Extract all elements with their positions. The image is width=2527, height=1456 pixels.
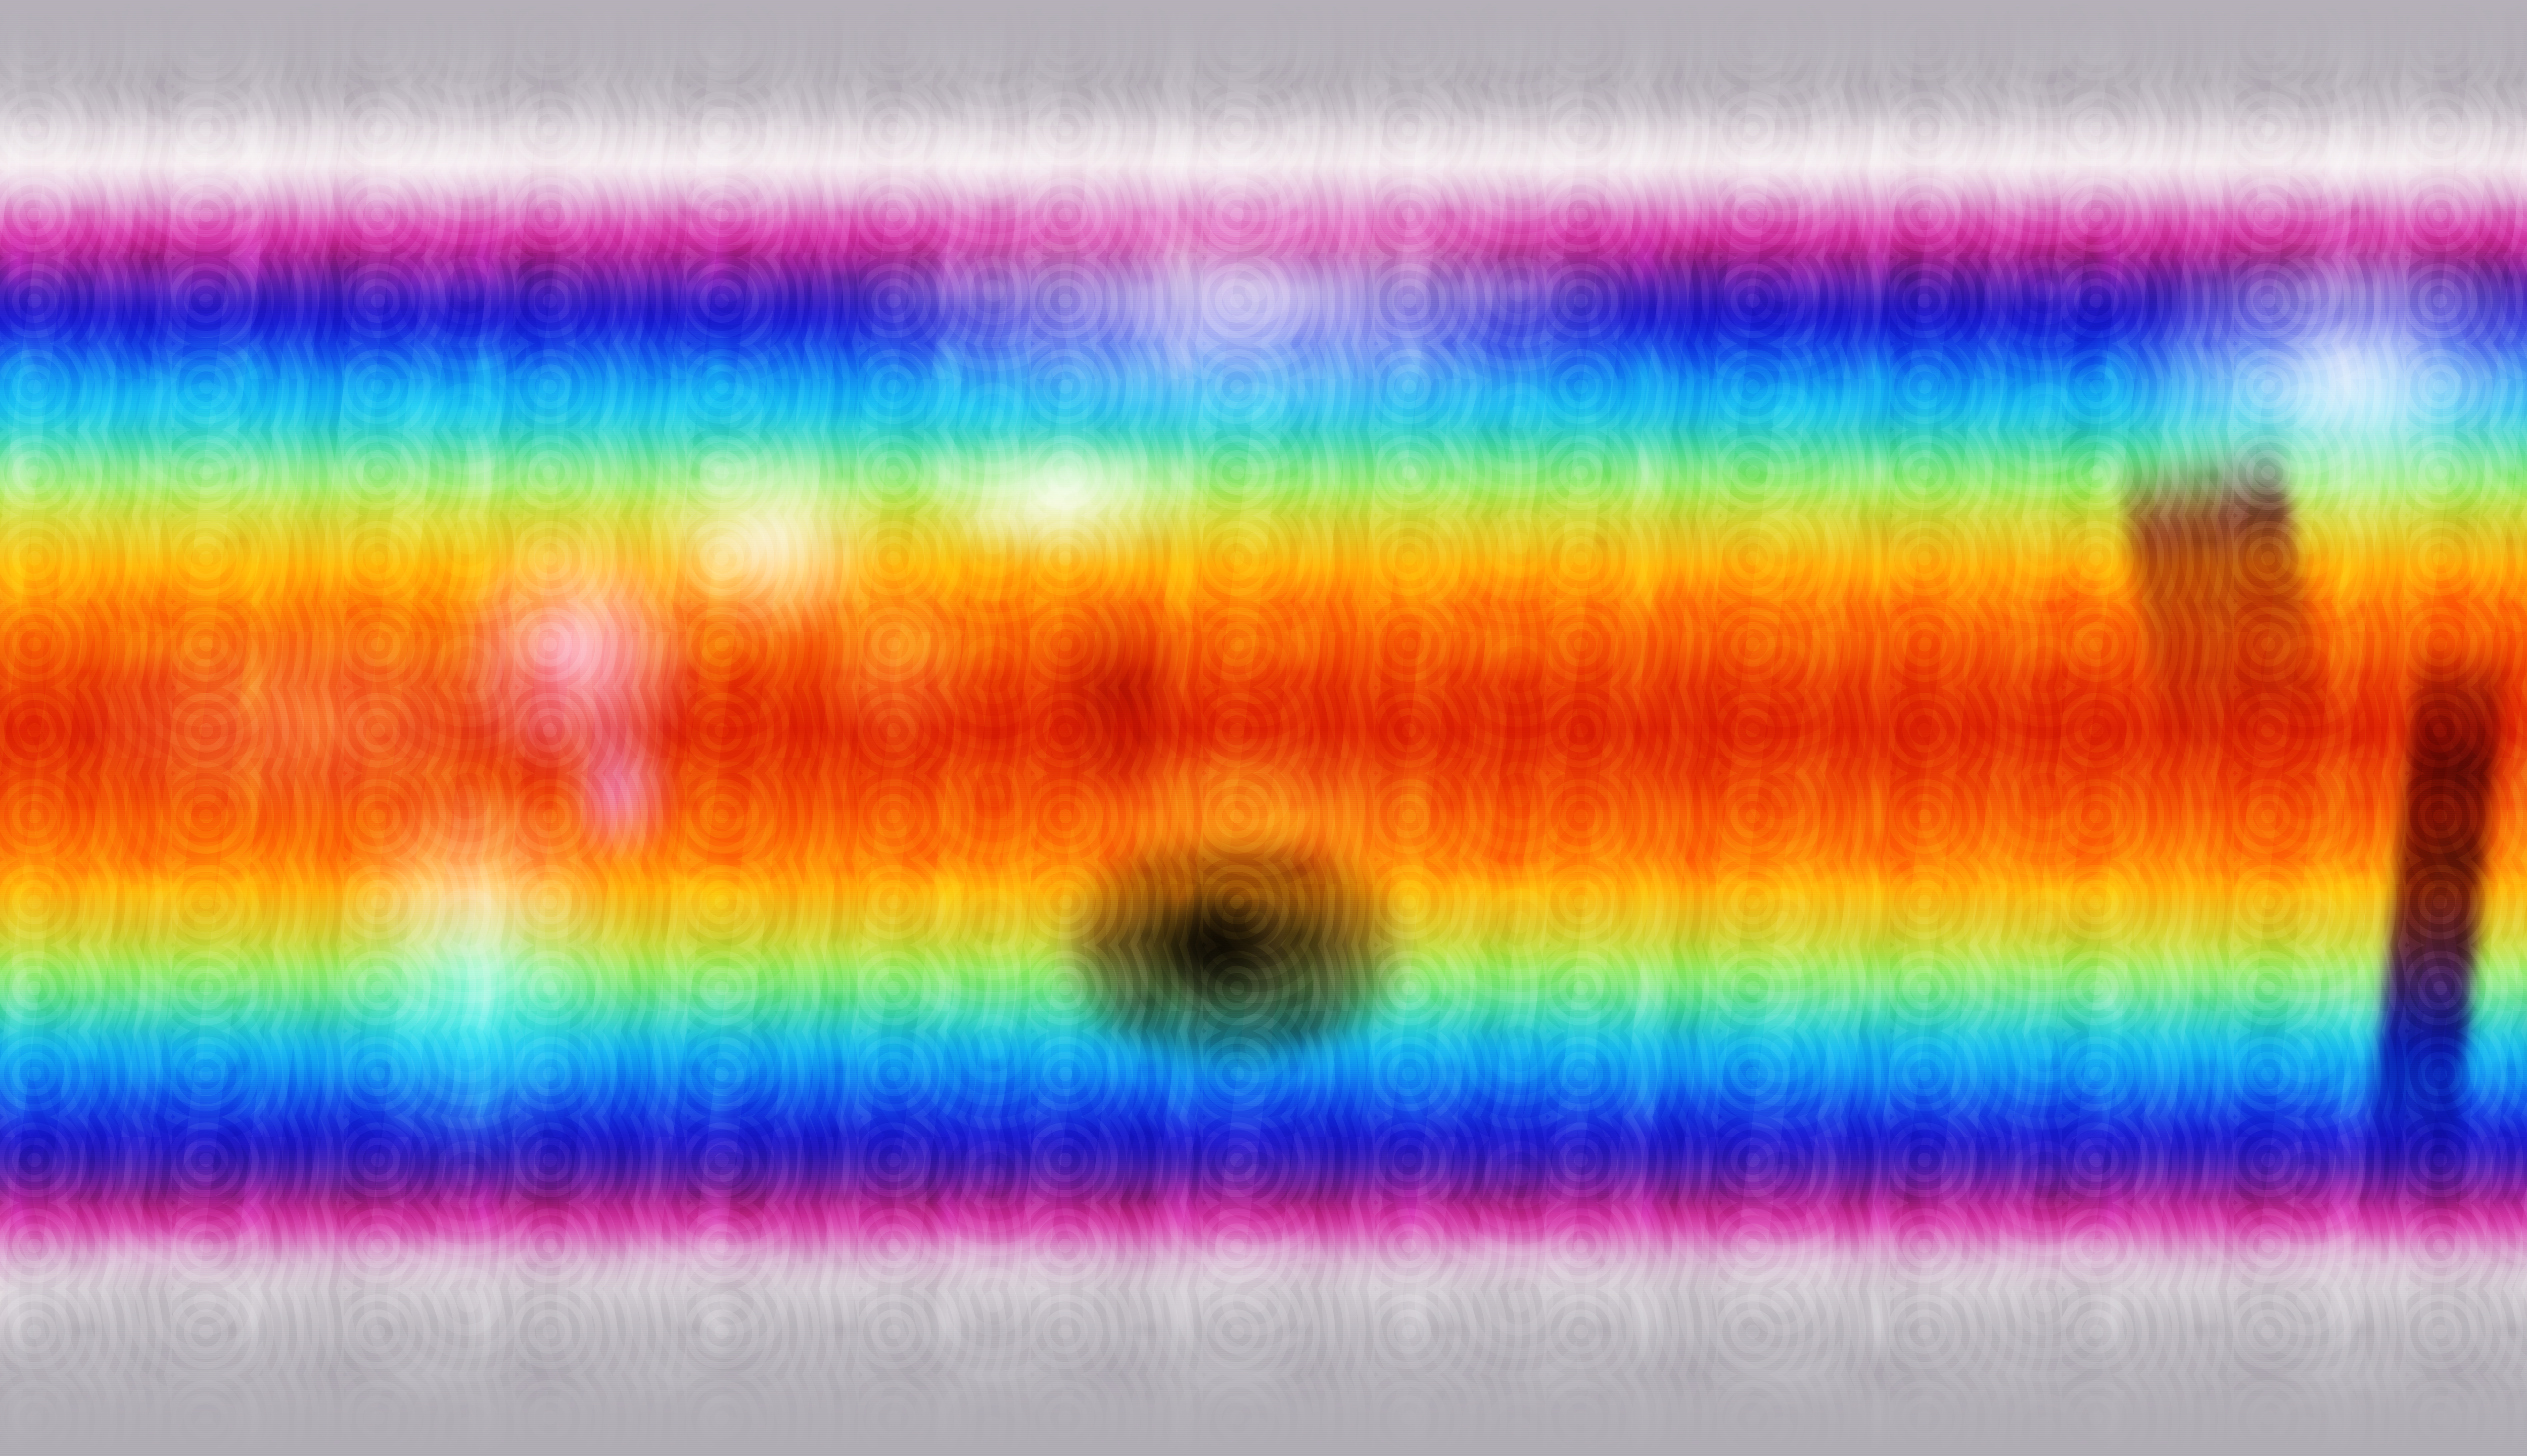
scanline-texture-layer	[0, 0, 2527, 1456]
global-temperature-map	[0, 0, 2527, 1456]
polar-cap-softening-layer	[0, 0, 2527, 1456]
